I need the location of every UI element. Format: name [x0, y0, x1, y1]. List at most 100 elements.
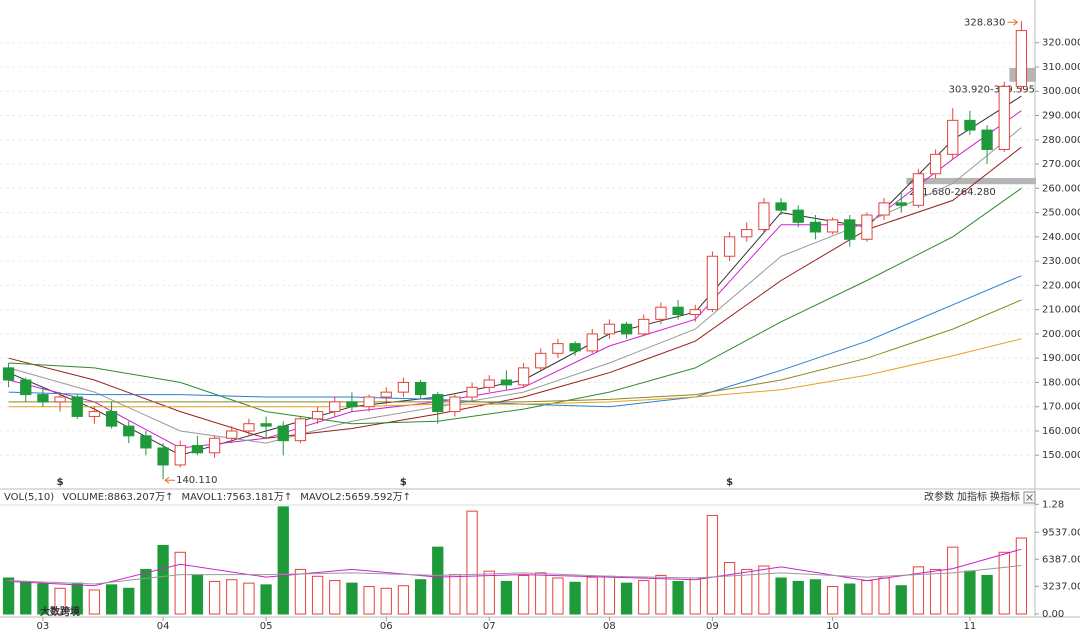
toolbar-button[interactable]: 加指标 — [957, 490, 987, 503]
x-tick-label: 04 — [157, 621, 170, 632]
volume-bar — [414, 579, 427, 615]
volume-bar — [569, 581, 581, 615]
candle-body — [723, 236, 736, 257]
volume-bar — [998, 551, 1010, 615]
x-tick-label: 11 — [964, 621, 977, 632]
x-tick-label: 06 — [380, 621, 393, 632]
volume-bar — [294, 568, 307, 615]
volume-bar — [1015, 537, 1028, 615]
volume-bar — [500, 580, 513, 615]
signal-mark: $ — [400, 477, 407, 488]
y-tick-label: 240.000 — [1042, 232, 1080, 243]
volume-bar — [947, 546, 959, 615]
toolbar-button[interactable]: 改参数 — [924, 490, 954, 503]
candle-body — [466, 386, 478, 398]
volume-bar — [603, 575, 616, 615]
candle-body — [346, 401, 358, 408]
signal-mark: $ — [726, 477, 733, 488]
volume-bar — [552, 577, 564, 615]
candle-body — [191, 445, 204, 454]
volume-average-line — [8, 548, 1022, 587]
y-tick-label: 210.000 — [1042, 305, 1080, 316]
candle-body — [37, 394, 49, 403]
volume-bar — [895, 585, 907, 615]
candle-body — [500, 379, 513, 386]
volume-bar — [912, 566, 925, 615]
y-tick-label: 6387.00 — [1042, 554, 1080, 565]
candle-body — [174, 445, 186, 466]
volume-bar — [586, 576, 598, 615]
y-tick-label: 0.00 — [1042, 609, 1064, 620]
y-tick-label: 220.000 — [1042, 280, 1080, 291]
moving-average-line — [8, 338, 1022, 408]
volume-bar — [329, 580, 341, 615]
volume-bar — [689, 577, 701, 615]
y-tick-label: 3237.00 — [1042, 581, 1080, 592]
volume-bar — [466, 510, 478, 615]
candle-body — [397, 381, 410, 393]
y-tick-label: 260.000 — [1042, 183, 1080, 194]
watermark: 大数跨境 — [40, 605, 80, 618]
candle-body — [20, 379, 32, 396]
candle-body — [294, 418, 307, 442]
y-tick-label: 320.000 — [1042, 38, 1080, 49]
y-tick-label: 150.000 — [1042, 450, 1080, 461]
candle-body — [689, 309, 701, 315]
volume-bar — [140, 568, 152, 615]
candle-body — [208, 437, 221, 454]
candle-body — [483, 379, 495, 388]
volume-bar — [88, 589, 101, 615]
volume-bar — [191, 574, 204, 615]
volume-bar — [226, 579, 238, 615]
volume-bar — [449, 574, 461, 615]
zone-label: 303.920-309.595 — [949, 85, 1035, 96]
volume-legend: MAVOL1:7563.181万↑ — [182, 492, 293, 503]
volume-bar — [723, 562, 736, 615]
volume-bar — [672, 580, 684, 615]
candle-body — [775, 202, 787, 211]
volume-bar — [929, 568, 942, 615]
candle-body — [277, 425, 289, 442]
close-button[interactable] — [1023, 491, 1036, 504]
candle-body — [603, 323, 616, 335]
candle-body — [741, 229, 753, 238]
candle-body — [71, 396, 83, 417]
toolbar-button[interactable]: 换指标 — [990, 490, 1020, 503]
volume-bar — [260, 584, 272, 615]
volume-bar — [655, 574, 667, 615]
volume-bar — [981, 574, 993, 615]
candle-body — [809, 221, 822, 233]
volume-legend: MAVOL2:5659.592万↑ — [300, 492, 411, 503]
signal-mark: $ — [57, 477, 64, 488]
candle-body — [414, 381, 427, 396]
candle-body — [929, 153, 942, 175]
volume-bar — [964, 570, 976, 615]
volume-bar — [620, 582, 633, 615]
candle-body — [586, 333, 598, 352]
moving-average-line — [8, 299, 1022, 403]
candle-body — [380, 391, 392, 398]
candle-body — [861, 214, 873, 240]
y-tick-label: 310.000 — [1042, 62, 1080, 73]
x-tick-label: 09 — [706, 621, 719, 632]
candle-body — [672, 306, 684, 315]
candle-body — [569, 343, 581, 352]
candle-body — [552, 343, 564, 354]
x-tick-label: 07 — [483, 621, 496, 632]
y-tick-label: 1.28 — [1042, 499, 1064, 510]
candle-body — [123, 425, 135, 437]
candle-body — [826, 219, 839, 233]
candle-body — [140, 435, 152, 449]
candle-body — [105, 411, 118, 427]
volume-bar — [380, 587, 392, 615]
volume-legend: VOL(5,10) — [4, 492, 54, 503]
volume-bar — [638, 580, 650, 615]
y-tick-label: 250.000 — [1042, 208, 1080, 219]
volume-bar — [54, 587, 66, 615]
volume-bar — [844, 583, 856, 615]
candle-body — [655, 306, 667, 320]
candle-body — [844, 219, 856, 240]
volume-bar — [277, 506, 289, 615]
candle-body — [620, 323, 633, 335]
candle-body — [2, 367, 15, 381]
